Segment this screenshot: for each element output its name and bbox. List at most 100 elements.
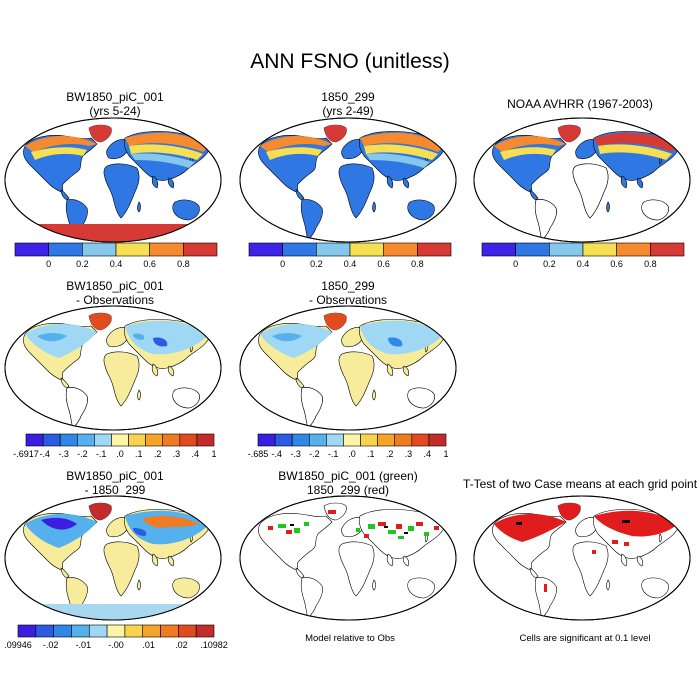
colorbar-tick-label: .1 — [367, 449, 375, 459]
colorbar-swatch — [582, 242, 617, 257]
panel-3-title: NOAA AVHRR (1967-2003) — [470, 97, 690, 111]
colorbar-swatch — [145, 433, 164, 447]
colorbar-tick-label: -.1 — [328, 449, 339, 459]
colorbar-swatch — [316, 242, 351, 257]
colorbar-swatch — [14, 242, 49, 257]
colorbar-panel-2: 0 0.2 0.4 0.6 0.8 — [248, 242, 452, 269]
colorbar-swatch — [195, 624, 215, 638]
colorbar-tick-label: 0.4 — [344, 259, 357, 269]
colorbar-tick-label: -.2 — [77, 449, 88, 459]
panel-7-title: BW1850_piC_001 - 1850_299 — [10, 469, 220, 497]
map-panel-8 — [239, 495, 457, 621]
colorbar-tick-label: 0 — [46, 259, 51, 269]
colorbar-swatch — [343, 433, 361, 447]
colorbar-tick-label: .3 — [405, 449, 413, 459]
map-panel-7 — [4, 495, 222, 621]
colorbar-swatch — [308, 433, 327, 447]
colorbar-swatch — [162, 433, 181, 447]
panel-4-title-line2: - Observations — [75, 293, 155, 307]
colorbar-tick-label: 0.8 — [177, 259, 190, 269]
colorbar-swatch — [282, 242, 317, 257]
colorbar-tick-label: -.02 — [43, 640, 59, 650]
panel-3-title-line1: NOAA AVHRR (1967-2003) — [507, 97, 653, 111]
panel-2-title: 1850_299 (yrs 2-49) — [243, 90, 453, 118]
colorbar-panel-4: -.6917 -.4 -.3 -.2 -.1 .0 .1 .2 .3 .4 1 — [13, 433, 217, 459]
figure-title: ANN FSNO (unitless) — [250, 50, 450, 73]
colorbar-tick-label: .2 — [386, 449, 394, 459]
panel-8-title: BW1850_piC_001 (green) 1850_299 (red) — [233, 469, 463, 497]
colorbar-swatch — [48, 242, 83, 257]
colorbar-tick-label: 0.6 — [143, 259, 156, 269]
map-panel-9 — [473, 495, 691, 621]
colorbar-swatch — [383, 242, 418, 257]
panel-5-title-line1: 1850_299 — [321, 279, 375, 293]
colorbar-swatch — [142, 624, 161, 638]
panel-5-title: 1850_299 - Observations — [243, 279, 453, 307]
colorbar-tick-label: 0.2 — [76, 259, 89, 269]
colorbar-swatch — [160, 624, 179, 638]
colorbar-tick-label: -.685 — [248, 449, 269, 459]
colorbar-tick-label: .01 — [142, 640, 155, 650]
panel-2-title-line1: 1850_299 — [321, 90, 375, 104]
colorbar-swatch — [417, 242, 452, 257]
panel-7-title-line2: - 1850_299 — [84, 483, 146, 497]
panel-2-title-line2: (yrs 2-49) — [322, 104, 374, 118]
panel-5-title-line2: - Observations — [308, 293, 388, 307]
colorbar-tick-label: 0.8 — [411, 259, 424, 269]
panel-9-title: T-Test of two Case means at each grid po… — [462, 477, 698, 491]
colorbar-tick-label: 0.4 — [110, 259, 123, 269]
colorbar-swatch — [17, 624, 37, 638]
colorbar-swatch — [25, 433, 44, 447]
colorbar-tick-label: 0.2 — [543, 259, 556, 269]
map-panel-3 — [473, 117, 691, 243]
colorbar-swatch — [179, 433, 198, 447]
colorbar-tick-label: -.4 — [272, 449, 283, 459]
colorbar-swatch — [481, 242, 516, 257]
panel-9-title-line1: T-Test of two Case means at each grid po… — [462, 477, 698, 491]
colorbar-tick-label: 0 — [513, 259, 518, 269]
colorbar-swatch — [196, 433, 215, 447]
panel-8-title-line1: BW1850_piC_001 (green) — [278, 469, 418, 483]
colorbar-swatch — [394, 433, 413, 447]
colorbar-tick-label: -.00 — [108, 640, 124, 650]
panel-1-title-line2: (yrs 5-24) — [89, 104, 141, 118]
colorbar-swatch — [549, 242, 584, 257]
colorbar-tick-label: -.3 — [58, 449, 69, 459]
panel-1-title: BW1850_piC_001 (yrs 5-24) — [10, 90, 220, 118]
colorbar-tick-label: .3 — [173, 449, 181, 459]
colorbar-tick-label: 1 — [443, 449, 448, 459]
colorbar-tick-label: .4 — [191, 449, 199, 459]
colorbar-swatch — [326, 433, 344, 447]
colorbar-swatch — [650, 242, 685, 257]
colorbar-swatch — [59, 433, 78, 447]
colorbar-tick-label: .2 — [154, 449, 162, 459]
panel-4-title-line1: BW1850_piC_001 — [66, 279, 164, 293]
colorbar-tick-label: 0.6 — [377, 259, 390, 269]
model-relative-note: Model relative to Obs — [305, 633, 395, 644]
panel-8-title-line2: 1850_299 (red) — [306, 483, 390, 497]
colorbar-tick-label: 1 — [211, 449, 216, 459]
panel-1-title-line1: BW1850_piC_001 — [66, 90, 164, 104]
colorbar-swatch — [248, 242, 283, 257]
colorbar-tick-label: .0 — [116, 449, 124, 459]
map-panel-5 — [239, 305, 457, 431]
colorbar-tick-label: -.3 — [290, 449, 301, 459]
colorbar-tick-label: 0 — [280, 259, 285, 269]
colorbar-panel-1: 0 0.2 0.4 0.6 0.8 — [14, 242, 218, 269]
colorbar-panel-3: 0 0.2 0.4 0.6 0.8 — [481, 242, 685, 269]
colorbar-swatch — [128, 433, 146, 447]
colorbar-tick-label: 0.4 — [577, 259, 590, 269]
colorbar-panel-7: .09946 -.02 -.01 -.00 .01 .02 .10982 — [4, 624, 228, 650]
colorbar-swatch — [515, 242, 550, 257]
map-panel-2 — [239, 117, 457, 243]
colorbar-swatch — [124, 624, 144, 638]
colorbar-tick-label: 0.2 — [310, 259, 323, 269]
colorbar-tick-label: -.1 — [96, 449, 107, 459]
colorbar-swatch — [257, 433, 276, 447]
colorbar-tick-label: .1 — [135, 449, 143, 459]
colorbar-swatch — [183, 242, 218, 257]
colorbar-tick-label: .0 — [348, 449, 356, 459]
colorbar-swatch — [111, 433, 129, 447]
colorbar-swatch — [349, 242, 384, 257]
